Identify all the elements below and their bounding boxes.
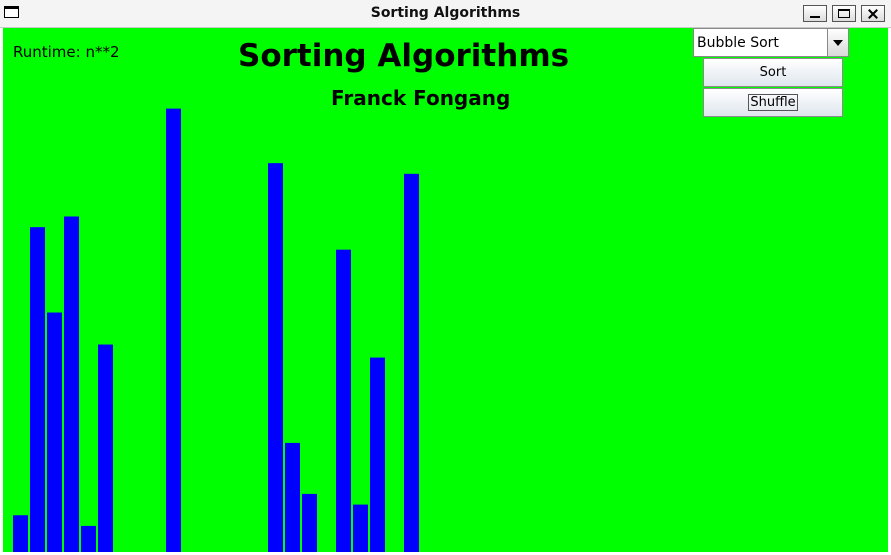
bar bbox=[166, 108, 181, 552]
bar bbox=[404, 173, 419, 552]
author-name: Franck Fongang bbox=[331, 86, 511, 110]
page-title: Sorting Algorithms bbox=[238, 38, 570, 74]
shuffle-button[interactable]: Shuffle bbox=[703, 88, 843, 117]
bar bbox=[268, 163, 283, 552]
bars-chart bbox=[13, 108, 419, 552]
chevron-down-icon[interactable] bbox=[827, 29, 848, 56]
bar bbox=[64, 216, 79, 552]
algorithm-select-value: Bubble Sort bbox=[697, 35, 779, 51]
minimize-button[interactable] bbox=[803, 5, 827, 22]
sort-button[interactable]: Sort bbox=[703, 58, 843, 87]
bar bbox=[370, 357, 385, 552]
window-icon[interactable] bbox=[4, 6, 19, 18]
runtime-label: Runtime: n**2 bbox=[13, 43, 120, 61]
close-button[interactable] bbox=[861, 5, 885, 22]
maximize-button[interactable] bbox=[832, 5, 856, 22]
bar bbox=[47, 312, 62, 552]
bar bbox=[30, 227, 45, 552]
bar bbox=[336, 249, 351, 552]
bar bbox=[353, 504, 368, 552]
bar bbox=[285, 442, 300, 552]
algorithm-select[interactable]: Bubble Sort bbox=[693, 28, 849, 57]
title-bar[interactable]: Sorting Algorithms bbox=[0, 0, 891, 28]
window-title: Sorting Algorithms bbox=[370, 5, 521, 21]
shuffle-button-label: Shuffle bbox=[748, 94, 798, 111]
bar bbox=[81, 525, 96, 552]
bar bbox=[302, 493, 317, 552]
bar bbox=[13, 515, 28, 552]
bar bbox=[98, 344, 113, 552]
sorting-canvas: Runtime: n**2 Sorting Algorithms Franck … bbox=[3, 28, 888, 552]
